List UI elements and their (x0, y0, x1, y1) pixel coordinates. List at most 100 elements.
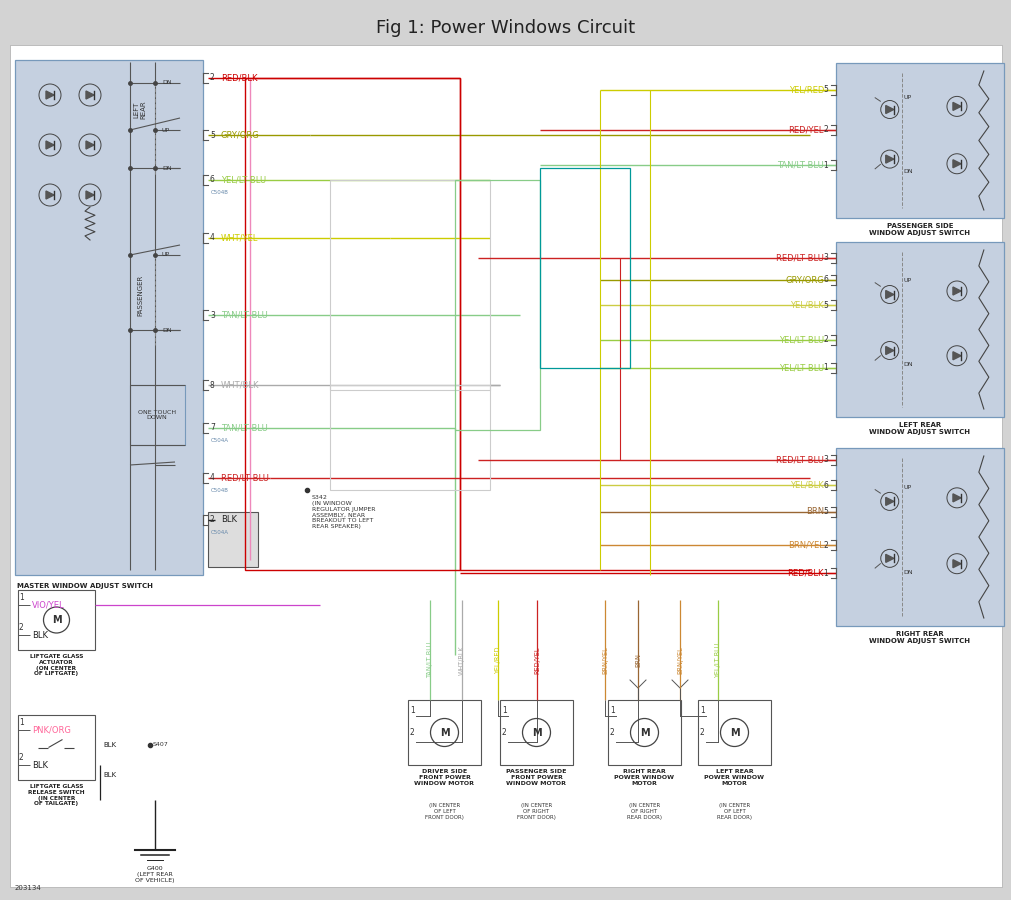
Polygon shape (885, 155, 893, 163)
Text: 4: 4 (210, 473, 214, 482)
Text: TAN/LT BLU: TAN/LT BLU (427, 642, 433, 678)
Bar (18, 590, 95, 650)
Bar (15, 60, 203, 575)
Bar (455, 180, 540, 430)
Text: 5: 5 (822, 86, 827, 94)
Text: 2: 2 (822, 541, 827, 550)
Text: 5: 5 (822, 301, 827, 310)
Text: 4: 4 (210, 233, 214, 242)
Text: UP: UP (162, 253, 170, 257)
Bar (407, 700, 480, 765)
Text: 2: 2 (700, 728, 704, 737)
Text: 5: 5 (210, 130, 214, 140)
Text: 5: 5 (822, 508, 827, 517)
Text: UP: UP (903, 94, 911, 100)
Text: YEL/RED: YEL/RED (788, 86, 823, 94)
Polygon shape (45, 141, 54, 149)
Text: DN: DN (162, 166, 172, 170)
Text: C504A: C504A (210, 438, 228, 443)
Text: RED/BLK: RED/BLK (787, 569, 823, 578)
Text: UP: UP (903, 485, 911, 490)
Bar (540, 168, 630, 368)
Bar (835, 448, 1003, 626)
Text: DN: DN (903, 362, 913, 367)
Text: 3: 3 (822, 455, 827, 464)
Bar (129, 385, 185, 445)
Text: RED/BLK: RED/BLK (220, 74, 257, 83)
Text: 1: 1 (822, 569, 827, 578)
Text: M: M (531, 727, 541, 737)
Text: RED/LT BLU: RED/LT BLU (775, 455, 823, 464)
Text: DN: DN (162, 328, 172, 332)
Text: YEL/LT BLU: YEL/LT BLU (715, 643, 720, 678)
Text: 2: 2 (409, 728, 415, 737)
Text: LIFTGATE GLASS
ACTUATOR
(ON CENTER
OF LIFTGATE): LIFTGATE GLASS ACTUATOR (ON CENTER OF LI… (29, 654, 83, 677)
Bar (499, 700, 572, 765)
Text: RED/LT BLU: RED/LT BLU (775, 254, 823, 263)
Text: S407: S407 (153, 742, 169, 748)
Text: 6: 6 (822, 275, 827, 284)
Text: C504B: C504B (210, 190, 228, 195)
Text: BLK: BLK (103, 742, 116, 748)
Text: 1: 1 (409, 706, 415, 715)
Text: BLK: BLK (220, 516, 237, 525)
Text: DN: DN (162, 80, 172, 86)
Text: YEL/LT BLU: YEL/LT BLU (778, 336, 823, 345)
Text: UP: UP (903, 278, 911, 283)
Text: (IN CENTER
OF RIGHT
REAR DOOR): (IN CENTER OF RIGHT REAR DOOR) (627, 803, 661, 820)
Text: 2: 2 (19, 623, 23, 632)
Text: 3: 3 (822, 254, 827, 263)
Polygon shape (952, 352, 960, 360)
Bar (835, 63, 1003, 218)
Text: LEFT REAR
POWER WINDOW
MOTOR: LEFT REAR POWER WINDOW MOTOR (704, 769, 763, 786)
Polygon shape (45, 191, 54, 199)
Bar (245, 78, 460, 570)
Text: ONE TOUCH
DOWN: ONE TOUCH DOWN (137, 410, 176, 420)
Text: TAN/LT BLU: TAN/LT BLU (220, 310, 268, 320)
Bar (608, 700, 680, 765)
Text: 2: 2 (501, 728, 507, 737)
Text: M: M (52, 615, 62, 625)
Text: BLK: BLK (32, 631, 48, 640)
Text: DN: DN (903, 570, 913, 575)
Text: TAN/LT BLU: TAN/LT BLU (776, 160, 823, 169)
Text: Fig 1: Power Windows Circuit: Fig 1: Power Windows Circuit (376, 19, 635, 37)
Text: RED/YEL: RED/YEL (534, 646, 540, 674)
Text: BRN: BRN (634, 653, 640, 667)
Text: (IN CENTER
OF LEFT
REAR DOOR): (IN CENTER OF LEFT REAR DOOR) (716, 803, 751, 820)
Text: C504B: C504B (210, 488, 228, 493)
Polygon shape (86, 91, 94, 99)
Polygon shape (952, 560, 960, 568)
Text: M: M (729, 727, 739, 737)
Text: C504A: C504A (210, 530, 228, 535)
Text: LEFT REAR
WINDOW ADJUST SWITCH: LEFT REAR WINDOW ADJUST SWITCH (868, 422, 970, 435)
Text: G400
(LEFT REAR
OF VEHICLE): G400 (LEFT REAR OF VEHICLE) (135, 866, 175, 883)
Polygon shape (885, 498, 893, 506)
Text: 1: 1 (610, 706, 614, 715)
Text: 6: 6 (210, 176, 214, 184)
Polygon shape (952, 160, 960, 167)
Text: DRIVER SIDE
FRONT POWER
WINDOW MOTOR: DRIVER SIDE FRONT POWER WINDOW MOTOR (415, 769, 474, 786)
Text: GRY/ORG: GRY/ORG (785, 275, 823, 284)
Text: RED/LT BLU: RED/LT BLU (220, 473, 269, 482)
Text: YEL/RED: YEL/RED (494, 646, 500, 674)
Text: YEL/LT BLU: YEL/LT BLU (220, 176, 266, 184)
Text: BLK: BLK (32, 760, 48, 770)
Text: YEL/LT BLU: YEL/LT BLU (778, 364, 823, 373)
Text: RED/YEL: RED/YEL (788, 125, 823, 134)
Text: 1: 1 (822, 364, 827, 373)
Text: BLK: BLK (103, 772, 116, 778)
Text: M: M (639, 727, 649, 737)
Text: WHT/YEL: WHT/YEL (220, 233, 258, 242)
Text: 1: 1 (700, 706, 704, 715)
Polygon shape (885, 346, 893, 355)
Bar (698, 700, 770, 765)
Polygon shape (885, 105, 893, 113)
Text: BRN: BRN (805, 508, 823, 517)
Text: 2: 2 (610, 728, 614, 737)
Bar (330, 385, 489, 490)
Bar (330, 180, 489, 390)
Text: LIFTGATE GLASS
RELEASE SWITCH
(IN CENTER
OF TAILGATE): LIFTGATE GLASS RELEASE SWITCH (IN CENTER… (28, 784, 85, 806)
Text: 6: 6 (822, 481, 827, 490)
Text: PASSENGER SIDE
FRONT POWER
WINDOW MOTOR: PASSENGER SIDE FRONT POWER WINDOW MOTOR (506, 769, 566, 786)
